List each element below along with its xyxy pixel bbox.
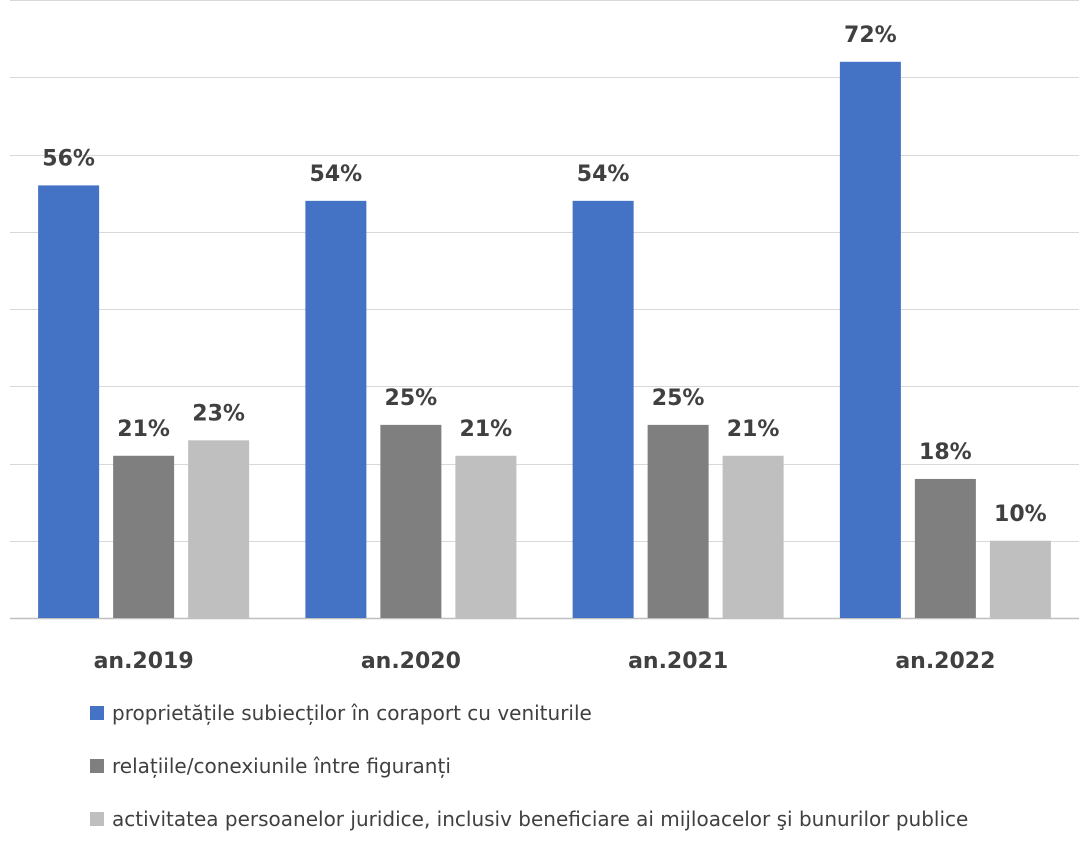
bar	[722, 455, 784, 618]
bar	[839, 61, 901, 619]
legend-label: relațiile/conexiunile între figuranți	[112, 754, 451, 778]
legend-item: relațiile/conexiunile între figuranți	[90, 753, 968, 779]
data-label: 23%	[192, 401, 245, 426]
bar	[305, 200, 367, 618]
data-label: 25%	[652, 386, 705, 411]
bar	[38, 185, 100, 618]
bar	[380, 424, 442, 618]
x-tick-labels: an.2019 an.2020 an.2021 an.2022	[94, 649, 996, 674]
data-label: 54%	[577, 162, 630, 187]
legend-item: proprietățile subiecților în coraport cu…	[90, 700, 968, 726]
data-label: 18%	[919, 440, 972, 465]
bar	[188, 440, 250, 618]
data-label: 10%	[994, 502, 1047, 527]
legend-label: activitatea persoanelor juridice, inclus…	[112, 807, 969, 831]
x-tick-label: an.2021	[628, 649, 728, 674]
bar	[647, 424, 709, 618]
data-labels: 56% 21% 23% 54% 25% 21% 54% 25% 21% 72% 18% 10%	[42, 23, 1046, 527]
data-label: 21%	[460, 417, 513, 442]
x-tick-label: an.2020	[361, 649, 461, 674]
bar	[572, 200, 634, 618]
x-tick-label: an.2019	[94, 649, 194, 674]
legend-swatch-icon	[90, 706, 104, 720]
bars	[38, 61, 1051, 619]
legend: proprietățile subiecților în coraport cu…	[90, 700, 968, 859]
legend-label: proprietățile subiecților în coraport cu…	[112, 701, 592, 725]
bar	[113, 455, 175, 618]
data-label: 21%	[727, 417, 780, 442]
legend-swatch-icon	[90, 812, 104, 826]
x-tick-label: an.2022	[895, 649, 995, 674]
data-label: 54%	[310, 162, 363, 187]
data-label: 56%	[42, 146, 95, 171]
legend-item: activitatea persoanelor juridice, inclus…	[90, 806, 968, 832]
bar	[914, 478, 976, 618]
data-label: 25%	[385, 386, 438, 411]
bar	[455, 455, 517, 618]
data-label: 21%	[117, 417, 170, 442]
data-label: 72%	[844, 23, 897, 48]
bar	[989, 540, 1051, 618]
bar-chart: 56% 21% 23% 54% 25% 21% 54% 25% 21% 72% 18% 10% an.…	[10, 0, 1079, 674]
legend-swatch-icon	[90, 759, 104, 773]
